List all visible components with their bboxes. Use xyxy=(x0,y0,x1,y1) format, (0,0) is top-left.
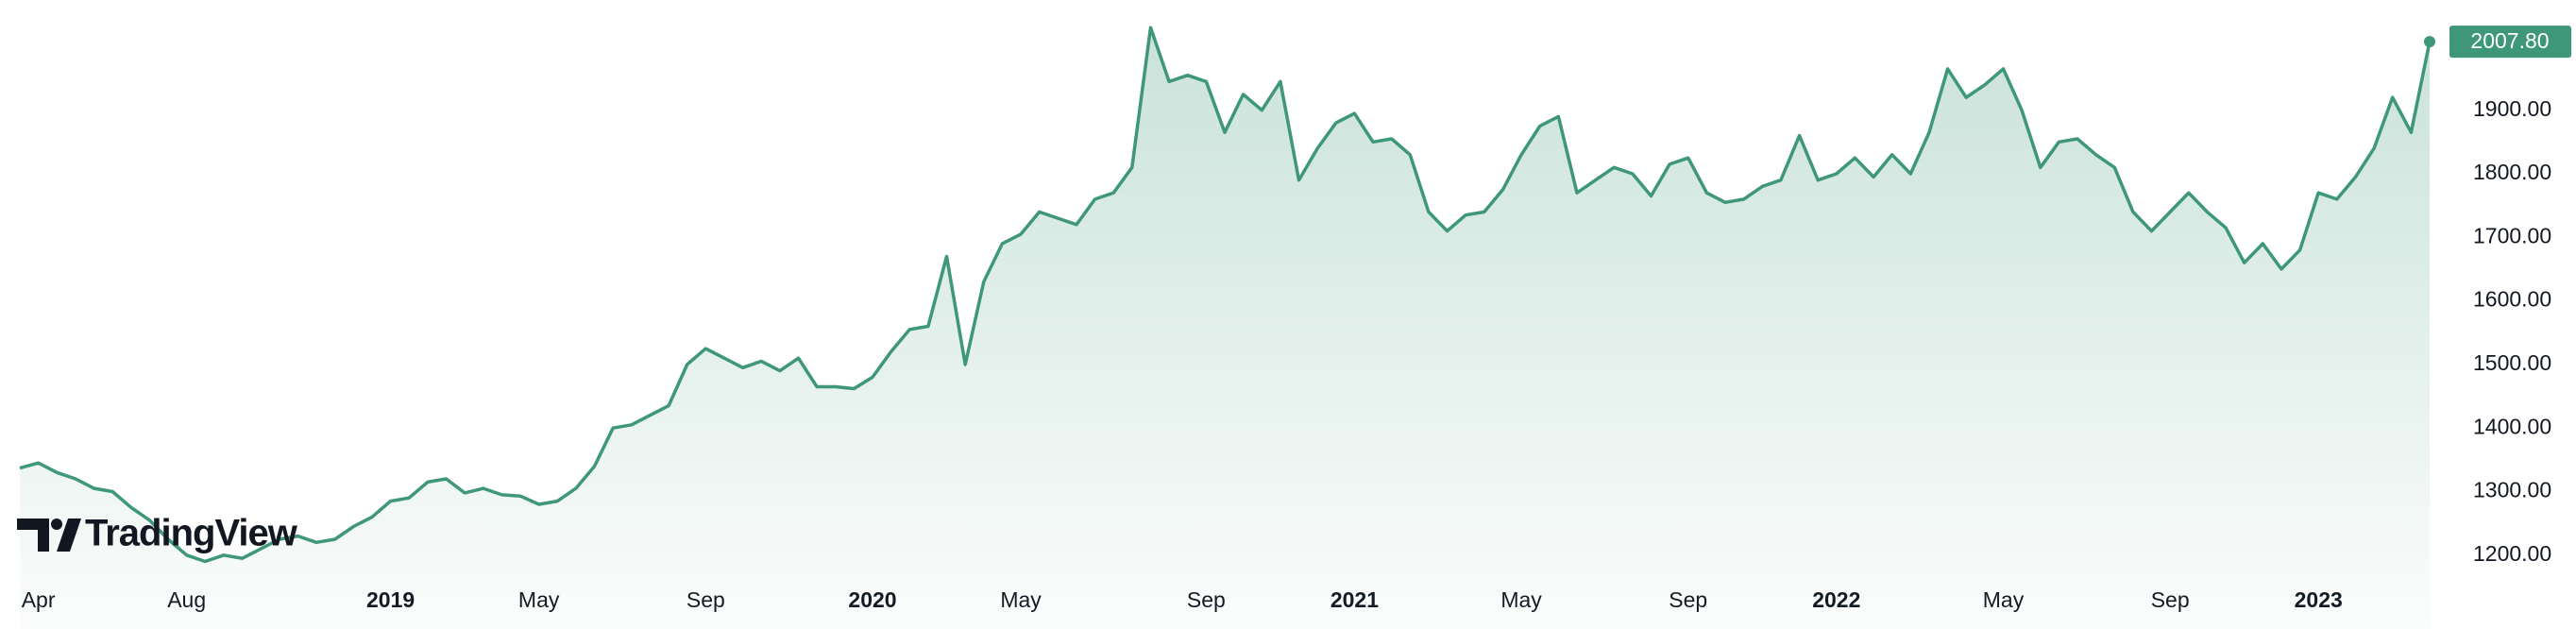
line xyxy=(19,26,2432,564)
price-label-bg xyxy=(2449,26,2571,59)
last-point xyxy=(2424,36,2435,48)
logo-mark xyxy=(57,518,81,552)
y-tick-label: 1200.00 xyxy=(2473,541,2551,566)
y-tick-label: 1900.00 xyxy=(2473,96,2551,121)
y-tick-label: 1600.00 xyxy=(2473,287,2551,312)
plot: 1200.00 1300.00 1400.00 1500.00 1600.00 1700.… xyxy=(19,26,2571,629)
y-tick-label: 1700.00 xyxy=(2473,223,2551,247)
y-tick-label: 1500.00 xyxy=(2473,350,2551,375)
logo-dot xyxy=(51,518,62,530)
watermark-text: TradingView xyxy=(85,513,298,554)
y-tick-label: 1800.00 xyxy=(2473,160,2551,184)
logo-mark xyxy=(17,518,49,552)
y-tick-label: 1300.00 xyxy=(2473,478,2551,502)
watermark: TradingView xyxy=(17,513,299,554)
area xyxy=(20,27,2430,629)
price-label: 2007.80 xyxy=(2470,28,2549,53)
y-tick-label: 1400.00 xyxy=(2473,414,2551,438)
